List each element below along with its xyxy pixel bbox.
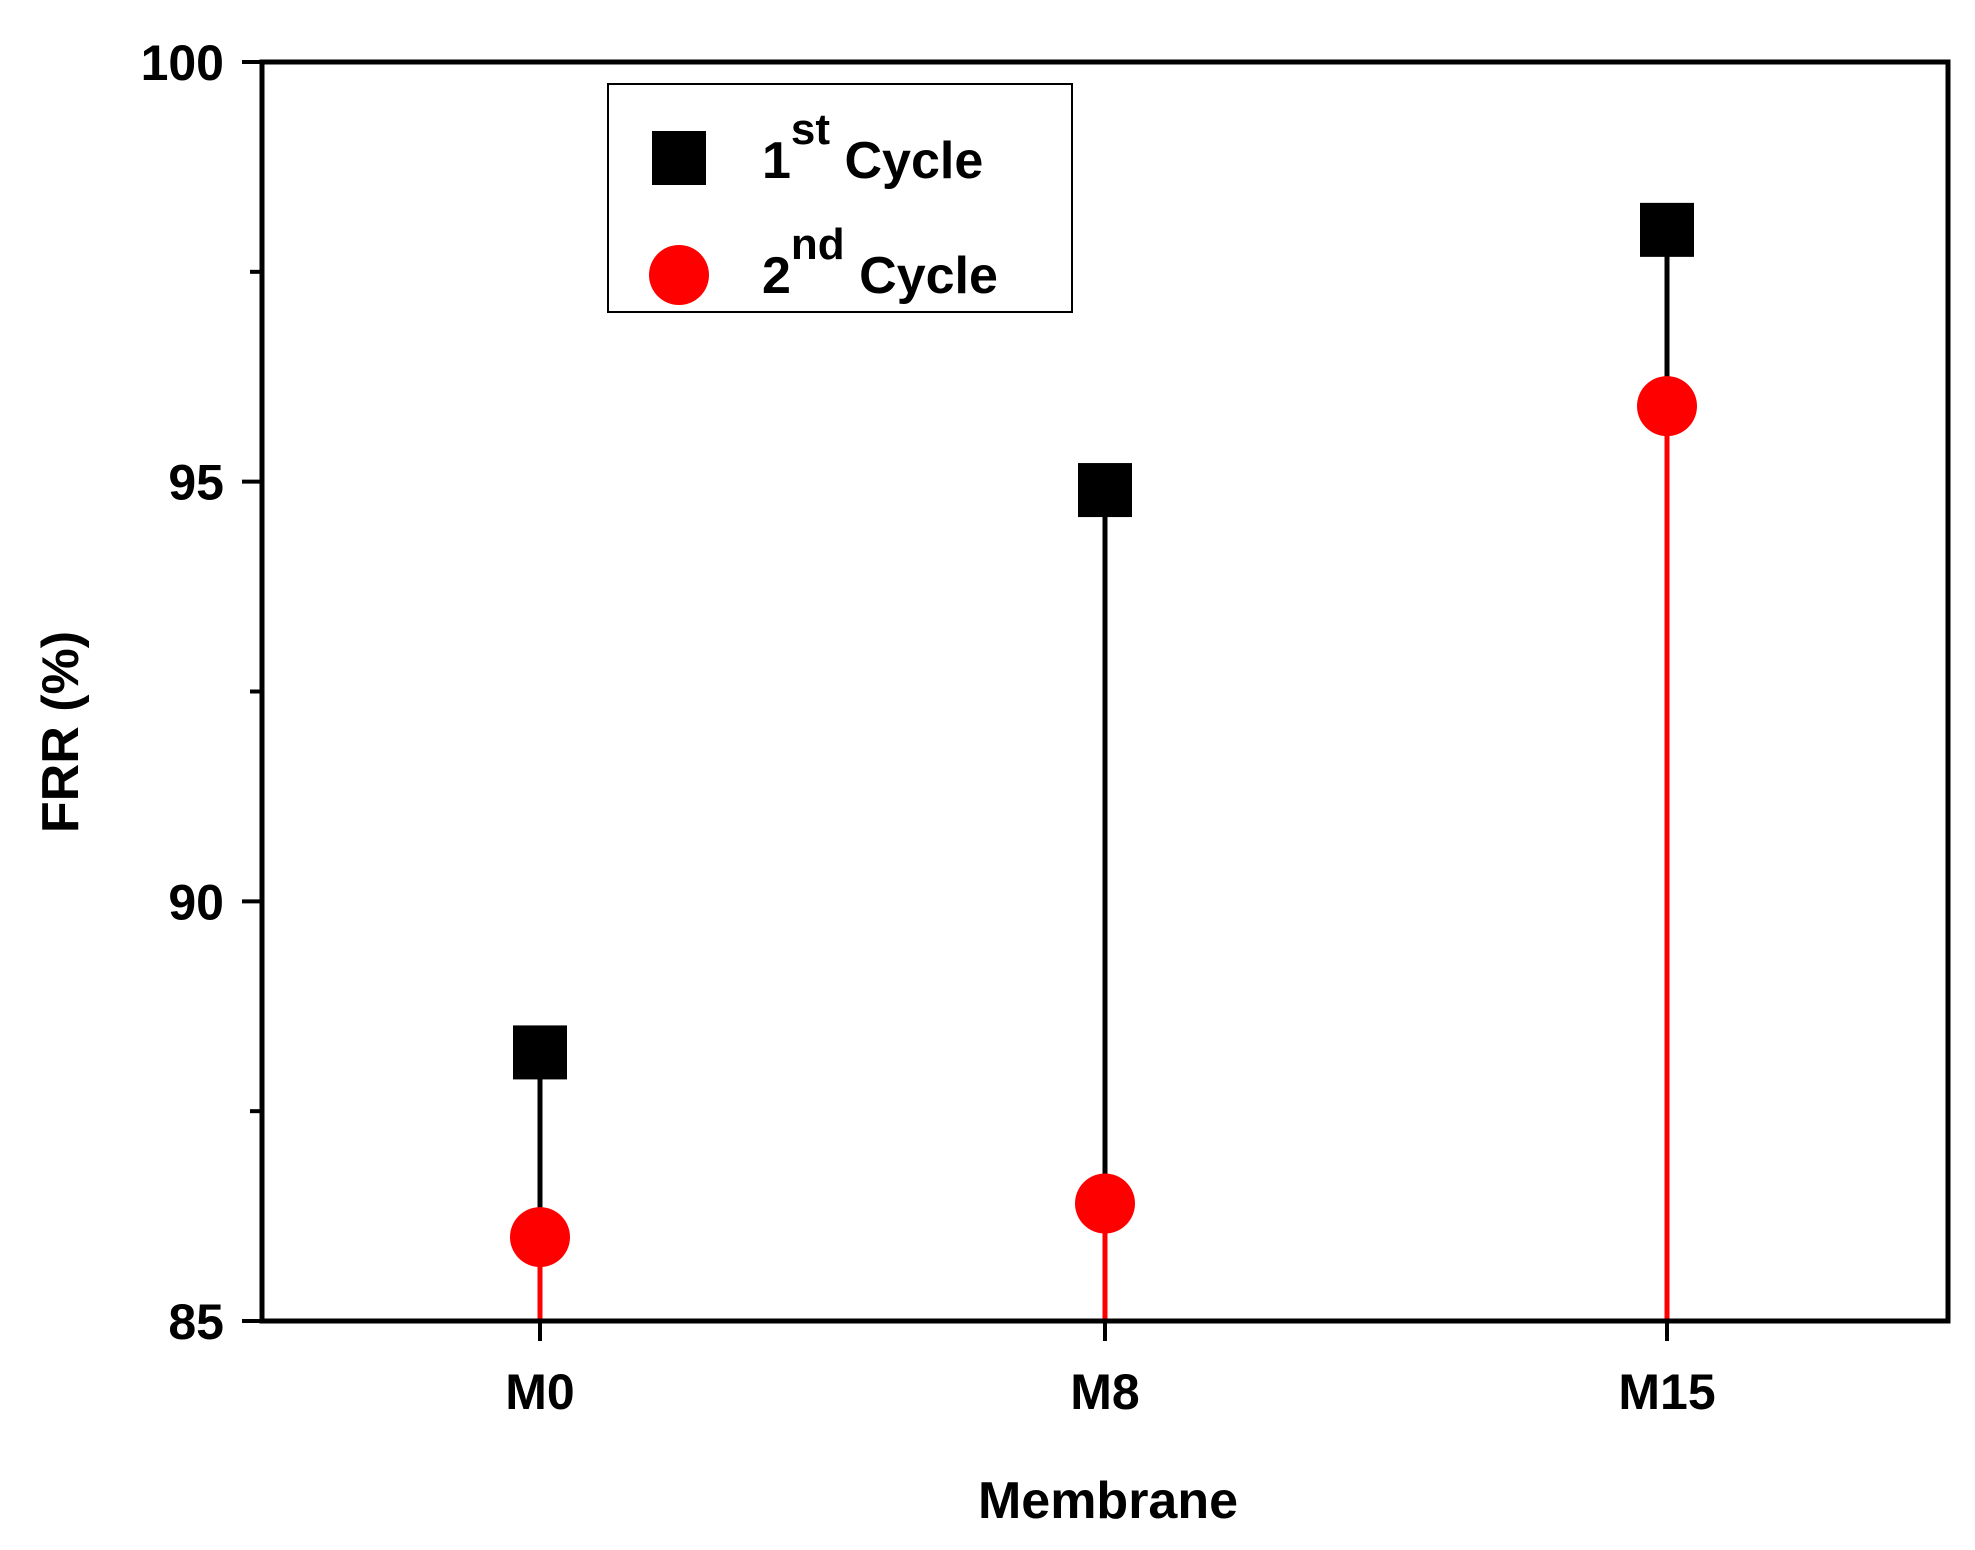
y-major-ticks: 85 90 95 100	[141, 35, 262, 1350]
legend-marker-2nd-cycle	[649, 245, 709, 305]
x-tick-label-M15: M15	[1618, 1364, 1715, 1420]
legend-marker-1st-cycle	[652, 131, 706, 185]
y-tick-label-90: 90	[168, 874, 224, 930]
y-axis-label: FRR (%)	[32, 631, 90, 833]
legend-label-2nd-cycle: 2nd Cycle	[762, 220, 998, 305]
legend-label-2nd-rest: Cycle	[845, 247, 998, 305]
marker-1st-cycle-M0	[513, 1025, 567, 1080]
y-tick-label-95: 95	[168, 455, 224, 511]
legend-label-1st-sup: st	[791, 105, 830, 154]
x-ticks: M0 M8 M15	[505, 1321, 1716, 1420]
legend: 1st Cycle 2nd Cycle	[607, 83, 1073, 313]
legend-label-1st-cycle: 1st Cycle	[762, 105, 983, 190]
legend-label-2nd-sup: nd	[791, 220, 845, 269]
data-markers	[510, 202, 1697, 1268]
legend-label-1st-base: 1	[762, 132, 791, 190]
x-tick-label-M0: M0	[505, 1364, 574, 1420]
y-tick-label-85: 85	[168, 1294, 224, 1350]
marker-1st-cycle-M15	[1640, 202, 1694, 257]
marker-2nd-cycle-M15	[1637, 376, 1697, 437]
marker-1st-cycle-M8	[1078, 463, 1132, 518]
x-tick-label-M8: M8	[1070, 1364, 1139, 1420]
marker-2nd-cycle-M0	[510, 1207, 570, 1268]
legend-label-2nd-base: 2	[762, 247, 791, 305]
x-axis-label: Membrane	[978, 1472, 1238, 1530]
marker-2nd-cycle-M8	[1075, 1173, 1135, 1234]
plot-frame	[259, 59, 1951, 1324]
legend-label-1st-rest: Cycle	[830, 132, 983, 190]
y-tick-label-100: 100	[141, 35, 224, 91]
